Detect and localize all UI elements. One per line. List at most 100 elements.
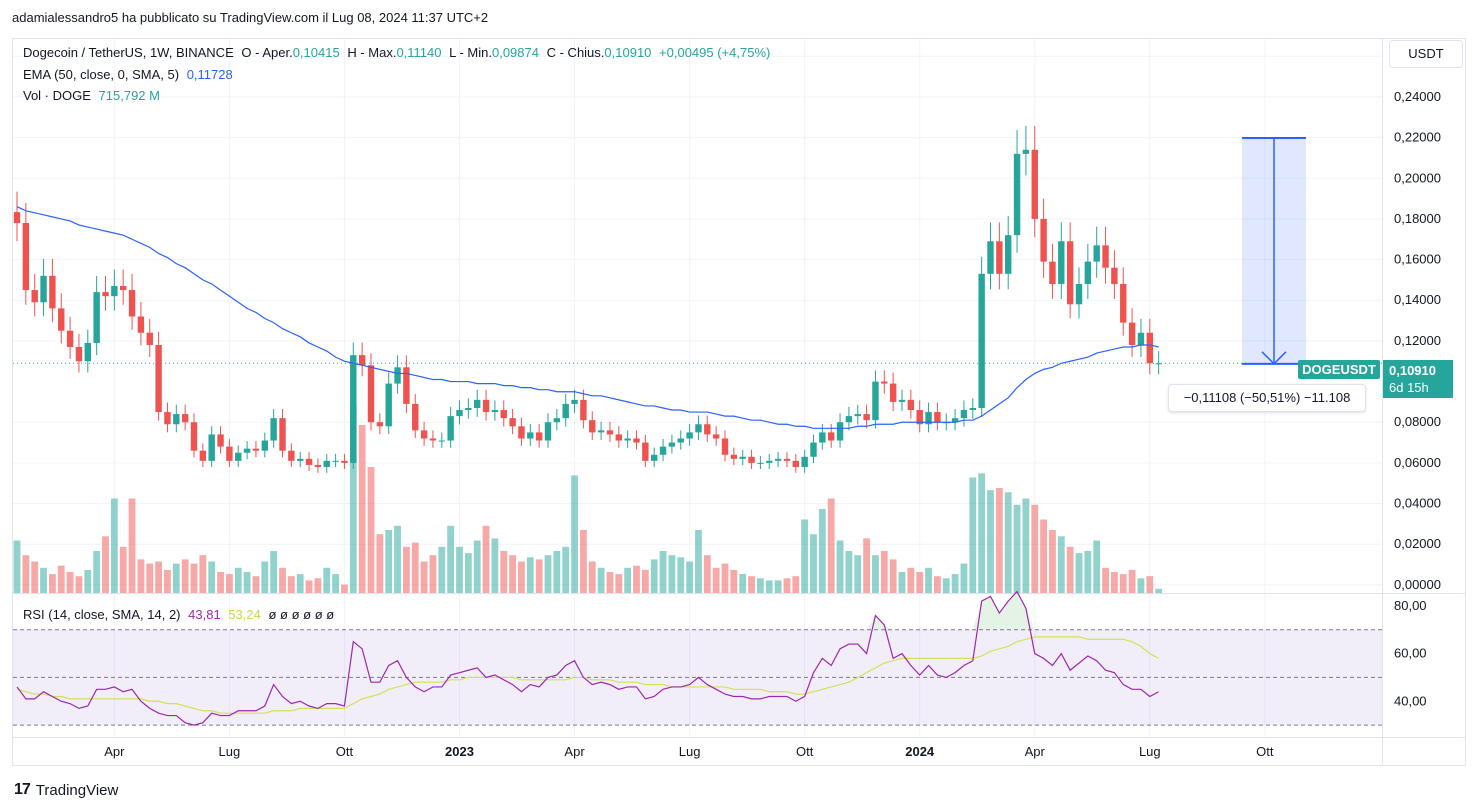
legend-low-label: L - Min.: [449, 45, 492, 60]
rsi-overbought-fill: [981, 596, 991, 630]
candle-body: [252, 448, 260, 451]
time-tick-label: Apr: [564, 744, 585, 759]
volume-bar: [783, 578, 791, 593]
volume-bar: [1022, 498, 1030, 593]
candle-body: [429, 438, 437, 441]
time-tick-label: Lug: [1139, 744, 1161, 759]
volume-bar: [1128, 569, 1136, 593]
legend-high-label: H - Max.: [347, 45, 397, 60]
time-tick-label: Ott: [796, 744, 814, 759]
chart-frame: [12, 38, 1466, 766]
volume-bar: [535, 559, 543, 593]
candle-body: [367, 365, 375, 423]
legend-symbol[interactable]: Dogecoin / TetherUS, 1W, BINANCE: [23, 45, 234, 60]
candle-body: [907, 399, 915, 411]
candle-body: [456, 410, 463, 417]
currency-selector[interactable]: USDT: [1389, 40, 1463, 68]
volume-bar: [279, 567, 286, 593]
volume-bar: [314, 578, 322, 593]
volume-bar: [730, 569, 738, 593]
candle-body: [491, 410, 499, 413]
legend-volume[interactable]: Vol · DOGE 715,792 M: [23, 88, 160, 103]
candle-body: [84, 342, 91, 362]
candle-body: [872, 381, 879, 421]
candle-body: [889, 383, 897, 402]
volume-bar: [93, 551, 101, 593]
candle-body: [934, 412, 941, 423]
legend-rsi-ma-value: 53,24: [228, 607, 261, 622]
candle-body: [120, 286, 127, 291]
candle-body: [836, 422, 844, 441]
volume-bar: [677, 557, 685, 593]
candle-body: [474, 399, 481, 408]
volume-bar: [880, 551, 888, 593]
legend-rsi[interactable]: RSI (14, close, SMA, 14, 2) 43,81 53,24 …: [23, 607, 334, 622]
volume-bar: [995, 488, 1003, 593]
candle-body: [624, 438, 631, 441]
candle-body: [420, 430, 428, 439]
candle-body: [385, 383, 392, 427]
candle-body: [783, 458, 791, 461]
candle-body: [606, 430, 614, 435]
volume-bar: [261, 561, 269, 593]
candle-body: [863, 414, 870, 421]
candle-body: [1075, 283, 1083, 305]
candle-body: [243, 448, 251, 453]
candle-body: [677, 438, 684, 443]
rsi-tick-label: 40,00: [1394, 693, 1427, 708]
candle-body: [792, 460, 799, 467]
volume-bar: [668, 555, 676, 593]
volume-bar: [155, 561, 162, 593]
rsi-overbought-fill: [875, 615, 885, 630]
candle-body: [801, 456, 808, 467]
legend-volume-value: 715,792 M: [98, 88, 160, 103]
volume-bar: [942, 578, 950, 593]
candle-body: [553, 418, 561, 423]
legend-ema[interactable]: EMA (50, close, 0, SMA, 5) 0,11728: [23, 67, 233, 82]
candle-body: [155, 344, 162, 413]
volume-bar: [854, 555, 862, 593]
measure-result-label: −0,11108 (−50,51%) −11.108: [1168, 384, 1366, 412]
candle-body: [571, 399, 578, 404]
volume-bar: [1146, 576, 1154, 593]
ema-line: [16, 206, 1159, 429]
candle-body: [695, 424, 702, 433]
volume-bar: [1066, 546, 1074, 593]
volume-bar: [102, 536, 109, 593]
candle-body: [615, 434, 622, 441]
volume-bar: [1084, 551, 1092, 593]
candle-body: [1031, 149, 1038, 219]
candle-body: [739, 456, 746, 459]
volume-bar: [349, 404, 357, 593]
volume-bar: [270, 551, 278, 593]
volume-bar: [13, 540, 21, 593]
time-tick-label: Apr: [104, 744, 125, 759]
volume-bar: [385, 530, 393, 593]
rsi-overbought-fill: [972, 601, 982, 630]
volume-bar: [757, 578, 764, 593]
rsi-tick-label: 80,00: [1394, 598, 1427, 613]
price-tick-label: 0,12000: [1394, 333, 1441, 348]
candle-body: [323, 460, 330, 467]
volume-bar: [518, 561, 525, 593]
volume-bar: [172, 563, 180, 593]
candle-body: [208, 434, 215, 461]
candle-body: [350, 355, 357, 463]
footer-brand[interactable]: 17 TradingView: [14, 781, 118, 799]
volume-bar: [367, 467, 375, 593]
candle-body: [925, 412, 932, 425]
volume-bar: [810, 534, 817, 593]
candle-body: [199, 450, 207, 461]
volume-bar: [907, 567, 915, 593]
rsi-tick-label: 60,00: [1394, 646, 1427, 661]
volume-bar: [403, 546, 410, 593]
volume-bar: [75, 576, 83, 593]
candle-body: [535, 432, 543, 441]
candle-body: [279, 418, 286, 451]
volume-bar: [748, 576, 755, 593]
legend-close-value: 0,10910: [604, 45, 652, 60]
candle-body: [1040, 218, 1047, 262]
volume-bar: [438, 546, 446, 593]
candle-body: [960, 410, 968, 419]
